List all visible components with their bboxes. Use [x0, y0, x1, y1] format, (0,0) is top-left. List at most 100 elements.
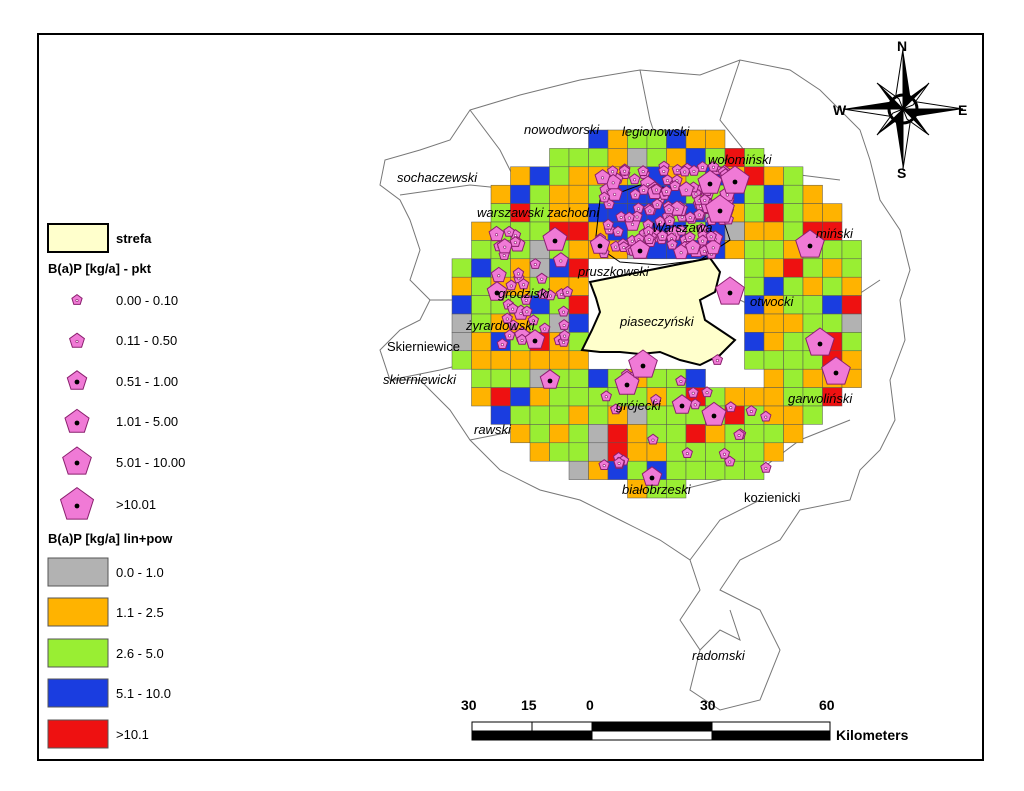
legend-cell-swatch-2: [47, 638, 109, 668]
label-grodziski: grodziski: [498, 286, 550, 301]
grid-cell: [451, 276, 472, 296]
point-source: [602, 218, 614, 230]
zone-piaseczynski: [580, 256, 737, 367]
point-source: [745, 404, 758, 416]
grid-cell: [763, 313, 784, 333]
point-source: [490, 266, 507, 283]
grid-cell: [783, 184, 804, 204]
point-source: [705, 194, 735, 223]
grid-cell: [568, 350, 589, 370]
grid-cell: [763, 184, 784, 204]
grid-cell: [627, 424, 648, 444]
point-source: [536, 272, 548, 284]
grid-cell: [549, 387, 570, 407]
label-warszawski-zachodni: warszawski zachodni: [477, 205, 600, 220]
grid-cell: [802, 258, 823, 278]
legend-point-label-5: >10.01: [116, 497, 156, 512]
legend-point-1: 0.11 - 0.50: [69, 332, 177, 348]
point-source: [664, 214, 676, 226]
district-labels: nowodworski legionowski wołomiński socha…: [383, 122, 854, 663]
grid-cell: [471, 240, 492, 260]
grid-cell: [568, 442, 589, 462]
point-source: [637, 183, 650, 195]
label-rawski: rawski: [474, 422, 512, 437]
point-source: [724, 455, 736, 467]
compass-star-icon: [842, 48, 964, 170]
grid-cell: [744, 313, 765, 333]
point-source: [629, 239, 651, 259]
grid-cell: [724, 240, 745, 260]
point-source: [675, 374, 687, 386]
grid-cell: [744, 460, 765, 480]
point-source: [650, 393, 662, 405]
grid-cell: [510, 424, 531, 444]
grid-cell: [822, 387, 843, 407]
grid-cell: [685, 460, 706, 480]
grid-cell: [763, 221, 784, 241]
point-source: [733, 428, 745, 440]
point-source: [651, 198, 663, 210]
grid-cell: [568, 368, 589, 388]
point-source: [552, 252, 569, 268]
legend-point-symbol-4: [62, 446, 92, 475]
point-source: [707, 160, 720, 172]
label-grojecki: grójecki: [616, 398, 662, 413]
point-source: [715, 276, 745, 305]
grid-cell: [783, 424, 804, 444]
grid-cell: [490, 387, 511, 407]
point-source: [558, 318, 570, 330]
grid-cell: [529, 350, 550, 370]
grid-cell: [666, 424, 687, 444]
point-source: [675, 224, 688, 236]
point-source: [488, 225, 505, 242]
compass-rose: N S E W: [833, 38, 967, 181]
grid-cell: [510, 350, 531, 370]
grid-cell: [549, 424, 570, 444]
grid-cell: [568, 405, 589, 425]
grid-cell: [588, 405, 609, 425]
grid-cell: [783, 368, 804, 388]
legend-point-symbol-3: [64, 408, 90, 433]
grid-cell: [549, 148, 570, 168]
grid-cell: [529, 405, 550, 425]
label-kozienicki: kozienicki: [744, 490, 800, 505]
grid-cell: [763, 276, 784, 296]
grid-cell: [568, 313, 589, 333]
point-source: [705, 238, 722, 255]
grid-cell: [588, 442, 609, 462]
point-source: [542, 226, 568, 251]
grid-cell: [471, 350, 492, 370]
grid-cell: [666, 479, 687, 499]
point-source: [650, 183, 663, 195]
grid-cell: [588, 424, 609, 444]
label-skierniewicki: skierniewicki: [383, 372, 457, 387]
grid-cell: [763, 387, 784, 407]
label-otwocki: otwocki: [750, 294, 794, 309]
grid-cell: [841, 313, 862, 333]
grid-cell: [666, 148, 687, 168]
grid-cell: [822, 295, 843, 315]
grid-cell: [744, 203, 765, 223]
point-source: [496, 338, 509, 349]
grid-cell: [763, 442, 784, 462]
grid-cell: [471, 332, 492, 352]
grid-cell: [549, 405, 570, 425]
point-source: [527, 314, 540, 326]
point-source: [647, 433, 659, 445]
point-source: [644, 204, 656, 216]
grid-cell: [802, 368, 823, 388]
point-source: [701, 401, 727, 426]
point-source: [521, 305, 533, 317]
point-source: [687, 386, 699, 398]
grid-cell: [744, 350, 765, 370]
grid-cell: [763, 424, 784, 444]
point-source: [658, 164, 670, 176]
legend-point-symbol-5: [59, 486, 95, 520]
legend-cell-label-4: >10.1: [116, 727, 149, 742]
grid-cell: [802, 203, 823, 223]
grid-cell: [744, 332, 765, 352]
grid-cell: [705, 129, 726, 149]
label-sochaczewski: sochaczewski: [397, 170, 478, 185]
label-piaseczynski: piaseczyński: [619, 314, 695, 329]
